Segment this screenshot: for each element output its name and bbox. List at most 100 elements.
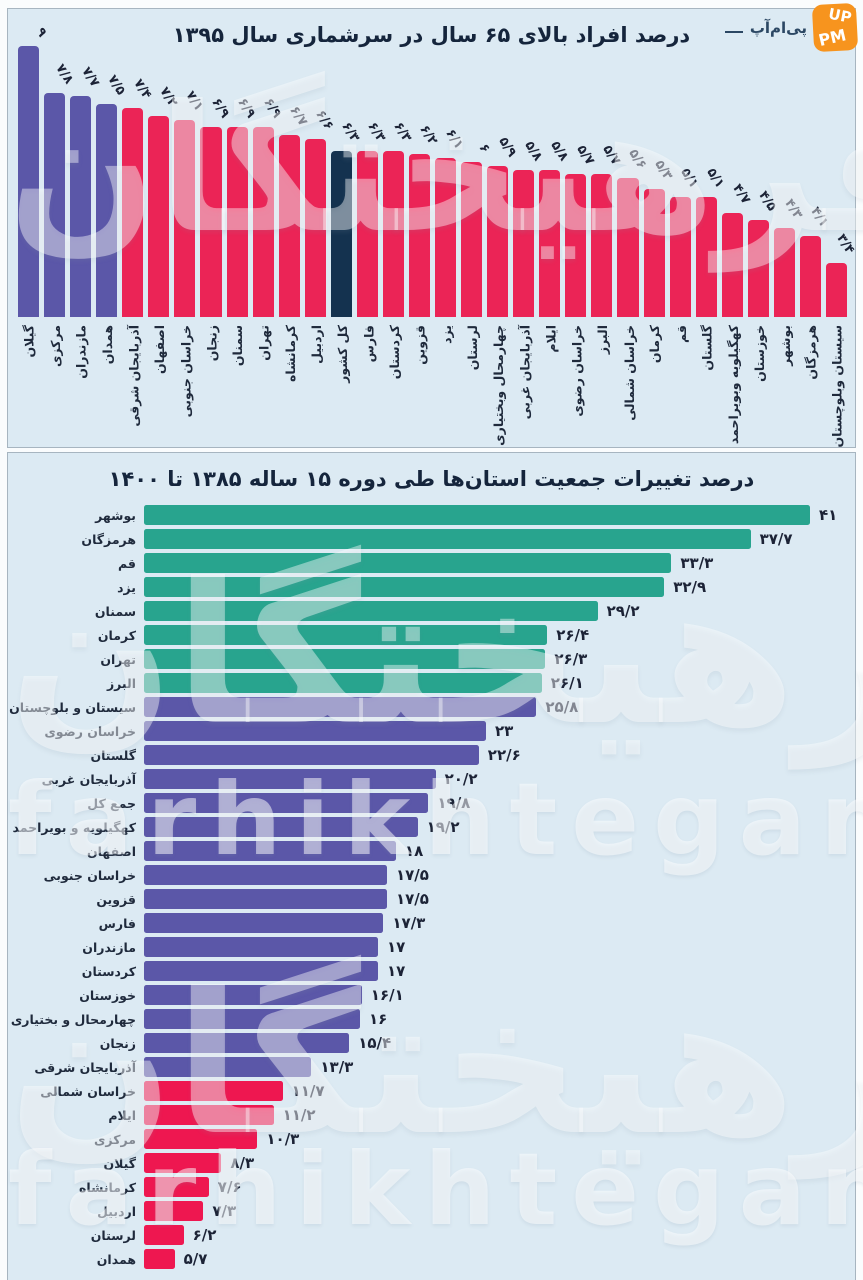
chart1-title: درصد افراد بالای ۶۵ سال در سرشماری سال ۱… [172,23,691,47]
bar [144,649,546,669]
category-label: قم [673,325,689,343]
bar-row: البرز ۲۶/۱ [8,671,855,695]
category-label: کهگیلویه و بویراحمد [12,819,136,835]
value-label: ۲۶/۳ [554,650,588,668]
bar [148,115,170,317]
value-label: ۱۵/۴ [358,1034,392,1052]
chart-panel-population-change: درصد تغییرات جمعیت استان‌ها طی دوره ۱۵ س… [7,452,863,1280]
bar [144,601,598,621]
bar-group: ۶/۳ فارس [355,9,388,447]
category-label: ایلام [543,325,559,353]
value-label: ۵/۷ [183,1250,208,1268]
chart2-title: درصد تغییرات جمعیت استان‌ها طی دوره ۱۵ س… [108,467,755,491]
bar [200,127,222,317]
category-label: اردبیل [97,1203,136,1219]
bar [144,817,418,837]
category-label: هرمزگان [803,325,819,380]
value-label: ۱۹/۸ [437,794,471,812]
category-label: خراسان جنوبی [178,325,194,418]
category-label: زنجان [204,325,220,362]
bar-group: ۵/۷ خراسان رضوی [563,9,597,447]
value-label: ۶/۲ [192,1226,217,1244]
value-label: ۱۷/۵ [396,890,429,908]
value-label: ۲۵/۸ [545,698,579,716]
category-label: کل کشور [334,325,350,383]
bar-group: ۵/۸ ایلام [537,9,571,447]
bar-row: خوزستان ۱۶/۱ [8,983,855,1007]
bar [278,135,300,317]
bar-row: تهران ۲۶/۳ [8,647,855,671]
bar [565,173,587,317]
bar-row: آذربایجان شرقی ۱۳/۳ [8,1055,855,1079]
category-label: البرز [595,325,611,355]
bar [226,127,248,317]
bar [174,119,196,317]
category-label: خوزستان [79,987,136,1003]
value-label: ۱۷ [387,962,406,980]
category-label: هرمزگان [81,531,136,547]
value-label: ۳/۴ [833,231,858,257]
bar-group: ۵/۳ کرمان [642,9,675,447]
bar [122,108,144,317]
bar-row: گیلان ۸/۳ [8,1151,855,1175]
value-label: ۱۱/۲ [282,1106,316,1124]
value-label: ۲۶/۴ [556,626,590,644]
category-label: آذربایجان شرقی [126,325,142,427]
category-label: گلستان [699,325,715,371]
bar [144,841,396,861]
bar [144,1129,258,1149]
bar-row: کهگیلویه و بویراحمد ۱۹/۲ [8,815,855,839]
bar [435,158,457,317]
logo-pm-text: PM [816,25,848,51]
bar [669,197,691,317]
category-label: سیستان وبلوچستان [829,325,845,448]
bar [144,697,537,717]
category-label: کرمان [97,627,136,643]
pm-up-badge-icon: UP PM [811,2,859,53]
bar [799,235,821,317]
bar-group: ۵/۶ خراسان شمالی [615,9,649,447]
bar-row: خراسان رضوی ۲۳ [8,719,855,743]
category-label: آذربایجان غربی [517,325,533,420]
value-label: ۲۰/۲ [444,770,478,788]
category-label: آذربایجان شرقی [34,1059,136,1075]
logo-dash [725,31,743,33]
bar-group: ۶/۹ تهران [251,9,284,447]
category-label: اصفهان [152,325,168,374]
bar-group: ۶/۹ سمنان [225,9,258,447]
category-label: گلستان [90,747,136,763]
chart-panel-age65: درصد افراد بالای ۶۵ سال در سرشماری سال ۱… [7,8,863,448]
category-label: چهارمحال و بختیاری [10,1011,136,1027]
value-label: ۷/۳ [212,1202,237,1220]
bar-group: ۶/۹ زنجان [198,9,232,447]
bar-group: ۶/۱ یزد [433,9,467,447]
category-label: قزوین [412,325,428,365]
bar [18,46,40,317]
value-label: ۱۹/۲ [426,818,460,836]
bar [747,220,769,317]
bar [330,150,352,317]
bar [144,1249,175,1269]
chart2-plot: بوشهر ۴۱ هرمزگان ۳۷/۷ قم ۳۳/۳ یزد ۳۲/۹ سمنان ۲۹/۲… [8,503,855,1271]
category-label: تهران [100,651,136,667]
bar [144,1033,350,1053]
category-label: فارس [98,915,136,931]
bar-group: ۵/۷ البرز [589,9,623,447]
category-label: همدان [96,1251,136,1267]
value-label: ۳۳/۳ [680,554,714,572]
category-label: همدان [100,325,116,365]
bar-group: ۳/۴ سیستان وبلوچستان [824,9,858,448]
category-label: لرستان [90,1227,136,1243]
bar [461,162,483,317]
bar-row: آذربایجان غربی ۲۰/۲ [8,767,855,791]
category-label: اردبیل [308,325,324,364]
value-label: ۱۷/۵ [396,866,429,884]
value-label: ۱۷ [387,938,406,956]
value-label: ۴۱ [819,506,838,524]
bar [144,505,810,525]
category-label: سیستان و بلوچستان [9,699,136,715]
bar-row: لرستان ۶/۲ [8,1223,855,1247]
bar [144,1009,360,1029]
bar-group: ۹ گیلان [16,9,50,447]
bar [144,985,362,1005]
